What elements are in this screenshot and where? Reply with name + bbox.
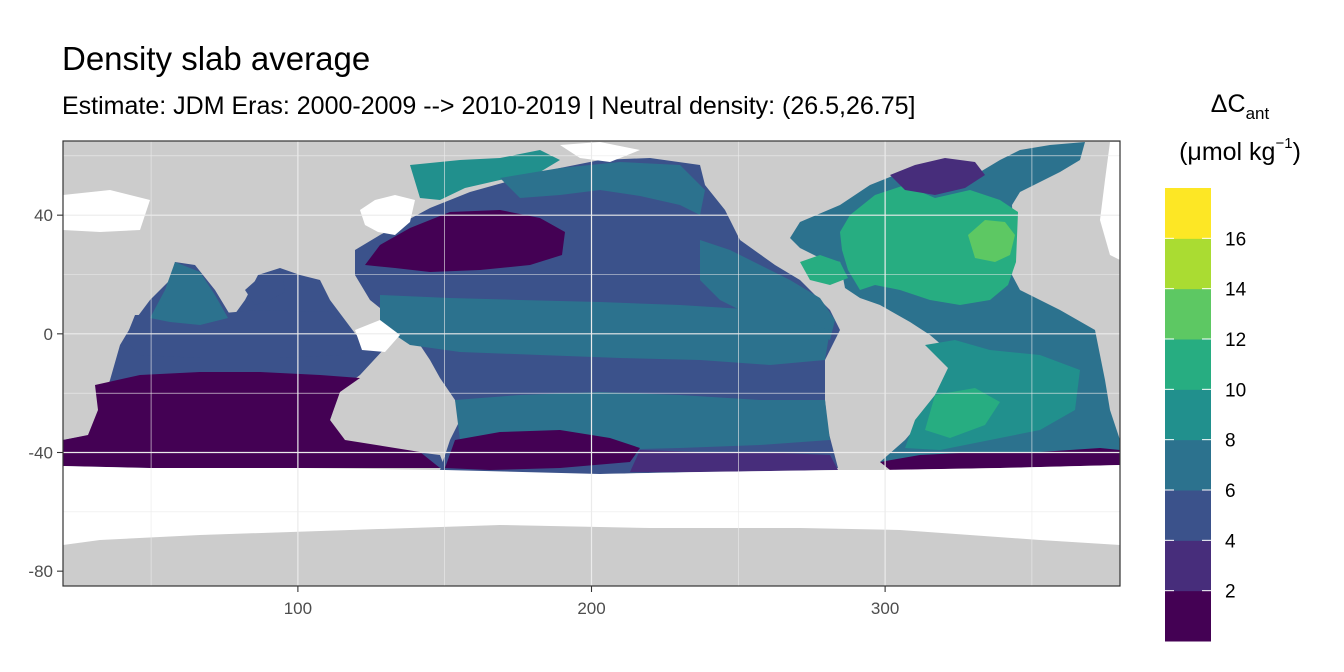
ocean-region-north-atlantic-core bbox=[968, 220, 1015, 262]
x-tick-label: 200 bbox=[577, 599, 605, 618]
x-tick-label: 100 bbox=[284, 599, 312, 618]
no-data-west-asia bbox=[63, 190, 150, 232]
legend-color-bin bbox=[1165, 439, 1211, 491]
no-data-arctic-east bbox=[1100, 142, 1120, 260]
ocean-region-south-indian bbox=[63, 372, 440, 468]
legend-unit: (μmol kg−1) bbox=[1179, 135, 1301, 166]
ocean-region-equatorial-pacific bbox=[380, 295, 830, 365]
y-tick-label: -80 bbox=[28, 562, 53, 581]
chart-title: Density slab average bbox=[62, 40, 371, 77]
legend-color-bin bbox=[1165, 540, 1211, 592]
legend-color-bin bbox=[1165, 288, 1211, 340]
ocean-region-arabian-sea bbox=[150, 262, 228, 325]
legend-label: 16 bbox=[1225, 229, 1246, 250]
legend-color-bin bbox=[1165, 238, 1211, 290]
panel-gridlines bbox=[63, 141, 1120, 586]
legend-label: 2 bbox=[1225, 582, 1236, 603]
ocean-field bbox=[63, 142, 1120, 545]
ocean-region-south-atlantic-core bbox=[925, 388, 1000, 438]
ocean-region-north-pacific-gyre bbox=[365, 210, 565, 272]
legend-title: ΔCant bbox=[1211, 90, 1270, 123]
legend: ΔCant (μmol kg−1) 2 4 6 8 10 12 14 16 bbox=[1165, 90, 1301, 642]
ocean-region-bay-of-bengal bbox=[245, 270, 285, 305]
legend-label: 10 bbox=[1225, 380, 1246, 401]
map-panel bbox=[62, 140, 1121, 587]
no-data-bering bbox=[560, 142, 640, 162]
ocean-region-east-pacific bbox=[700, 240, 835, 340]
legend-color-bin bbox=[1165, 590, 1211, 642]
y-axis: 40 0 -40 -80 bbox=[28, 206, 63, 581]
ocean-region-north-pacific-high bbox=[410, 150, 560, 200]
legend-color-bin bbox=[1165, 490, 1211, 541]
ocean-region-caribbean bbox=[800, 255, 848, 285]
y-tick-label: 0 bbox=[44, 325, 53, 344]
legend-label: 8 bbox=[1225, 431, 1236, 452]
legend-label: 12 bbox=[1225, 330, 1246, 351]
legend-label: 14 bbox=[1225, 280, 1247, 301]
x-tick-label: 300 bbox=[871, 599, 899, 618]
ocean-region-atlantic-southern-band bbox=[880, 448, 1120, 470]
y-tick-label: -40 bbox=[28, 444, 53, 463]
ocean-region-north-pacific-rim bbox=[500, 162, 705, 215]
x-axis: 100 200 300 bbox=[284, 586, 899, 618]
legend-labels: 2 4 6 8 10 12 14 16 bbox=[1165, 229, 1247, 603]
chart-subtitle: Estimate: JDM Eras: 2000-2009 --> 2010-2… bbox=[62, 92, 916, 120]
y-tick-label: 40 bbox=[34, 206, 53, 225]
legend-color-bin bbox=[1165, 188, 1211, 239]
ocean-region-south-pacific-southern bbox=[630, 450, 838, 472]
legend-colorbar bbox=[1165, 188, 1211, 642]
ocean-region-labrador bbox=[890, 158, 985, 195]
no-data-maritime bbox=[355, 320, 400, 352]
legend-label: 6 bbox=[1225, 481, 1236, 502]
legend-color-bin bbox=[1165, 389, 1211, 441]
legend-color-bin bbox=[1165, 339, 1211, 390]
legend-label: 4 bbox=[1225, 531, 1236, 552]
